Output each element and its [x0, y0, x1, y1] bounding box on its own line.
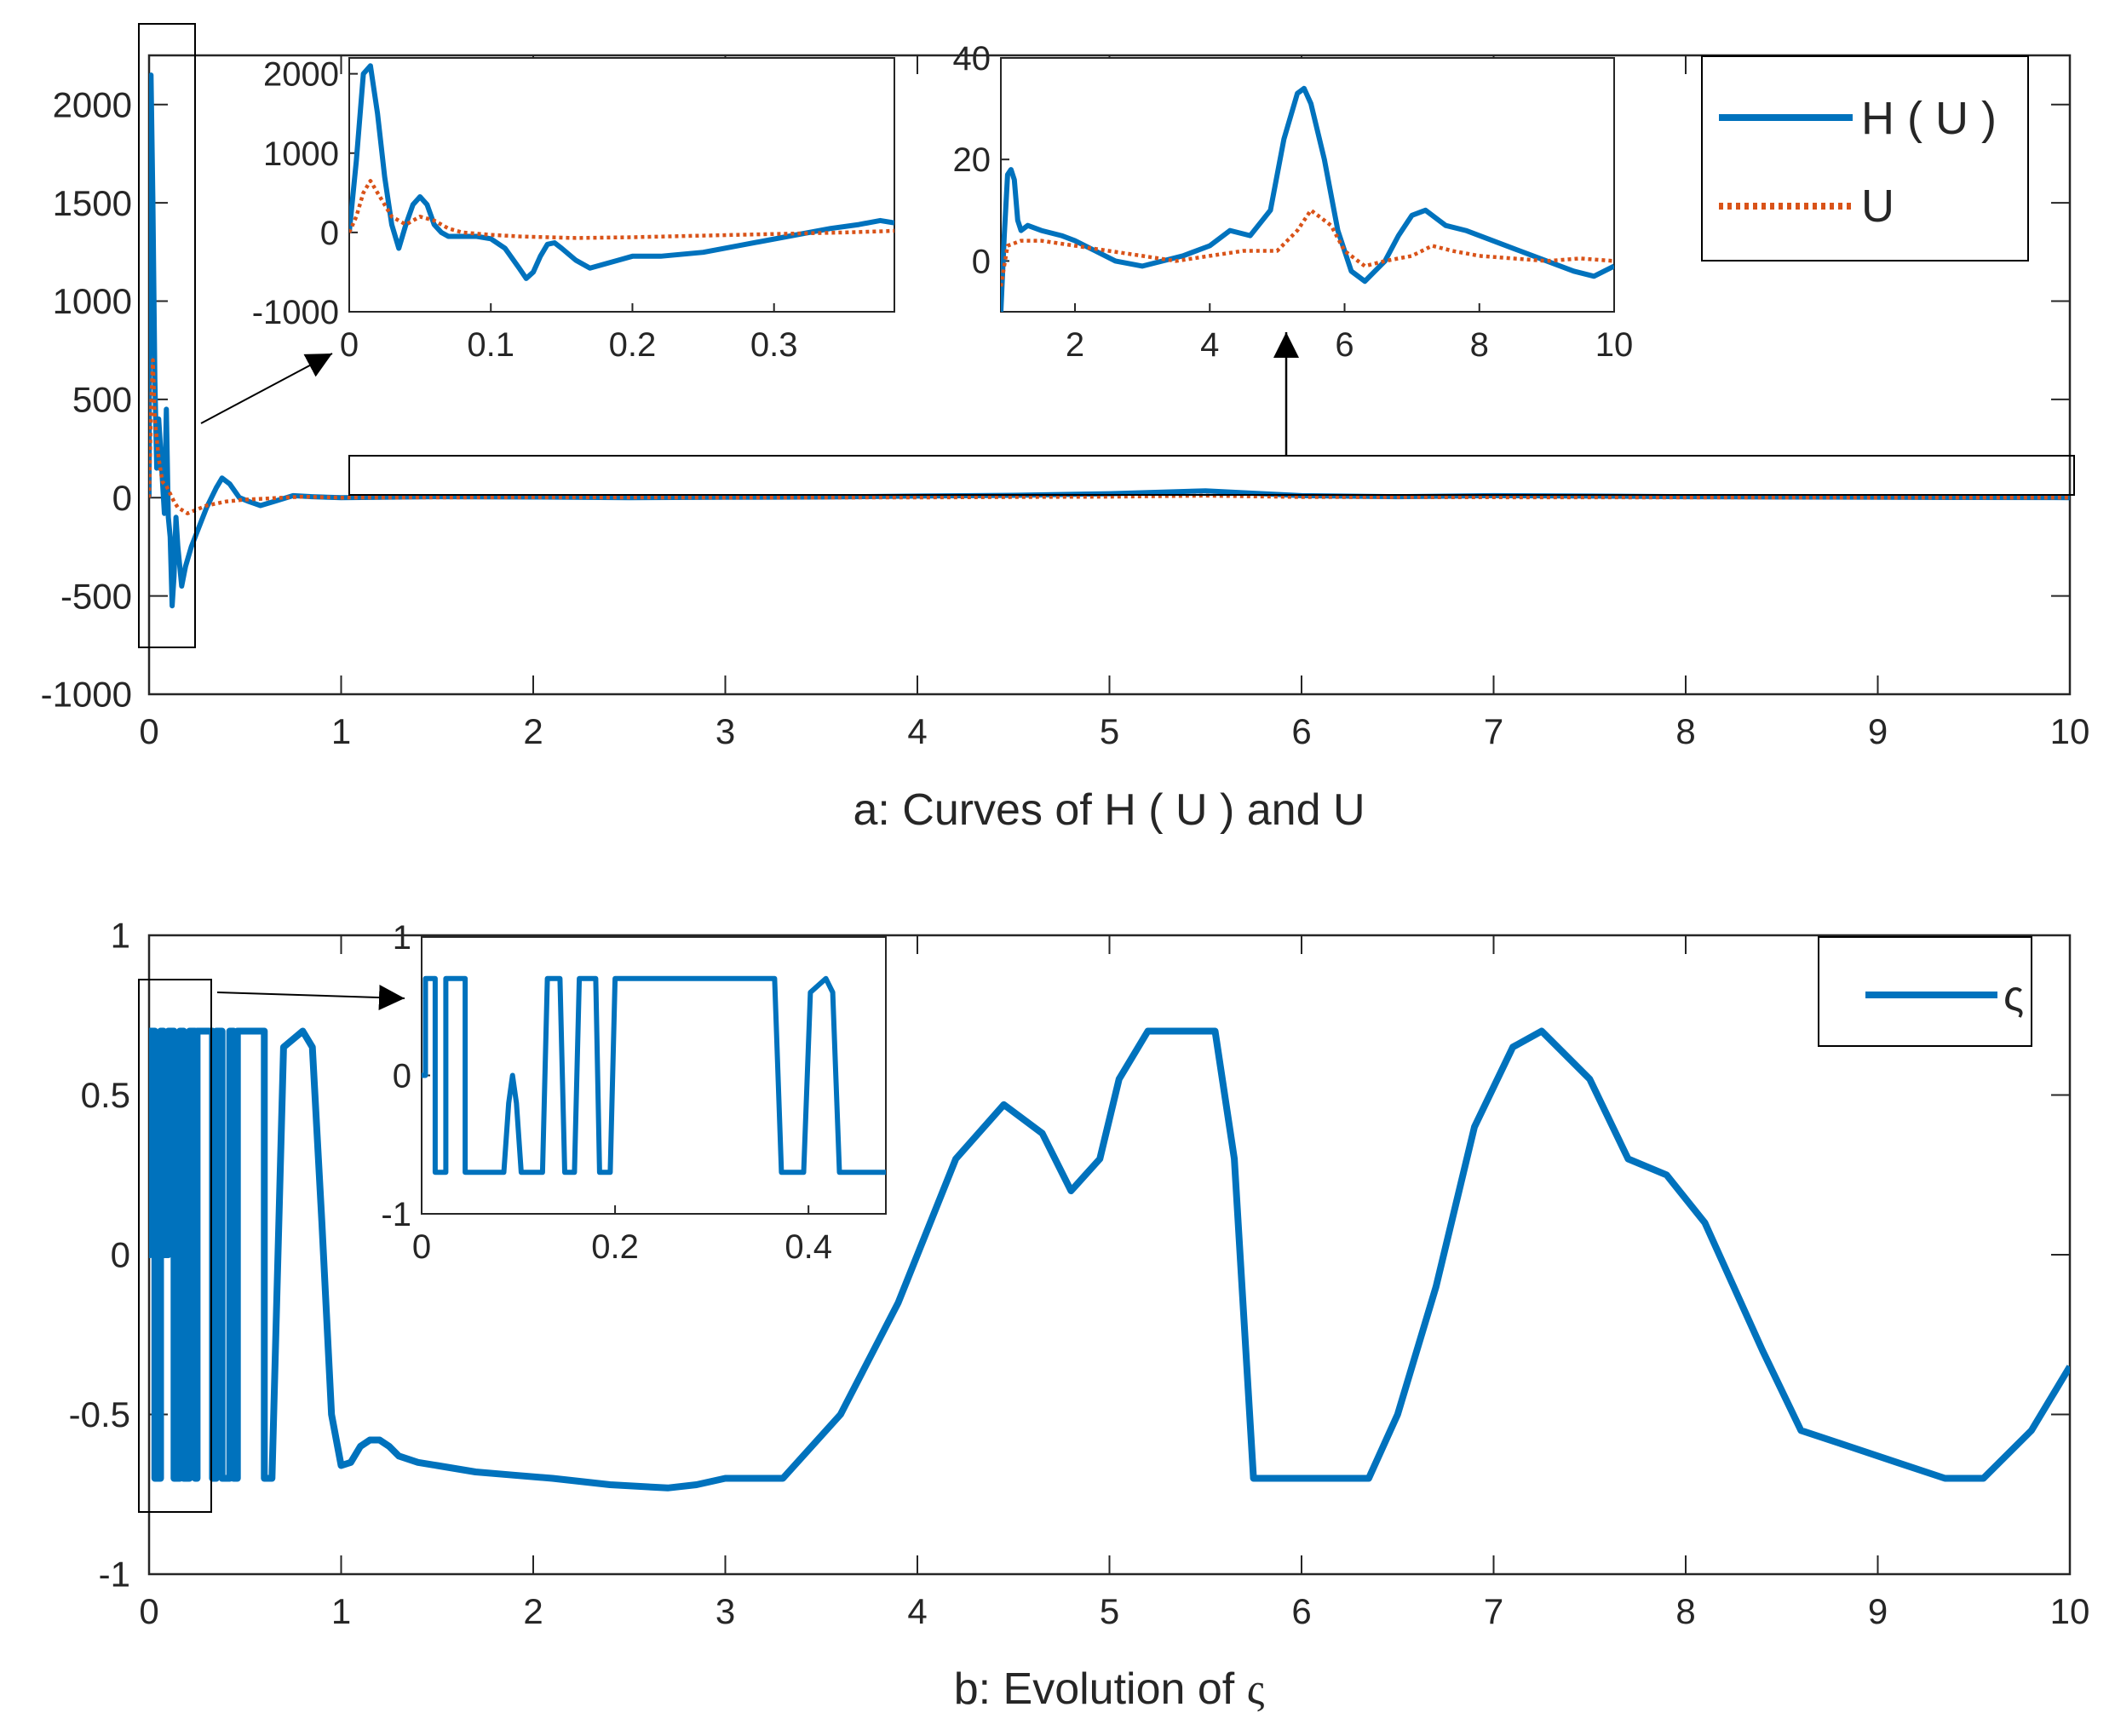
- chart-b-x-tick-label: 4: [907, 1591, 927, 1631]
- chart-a-inset-1-x-tick-label: 0.3: [750, 326, 798, 364]
- chart-b-inset-1-y-tick-label: -1: [381, 1196, 411, 1233]
- chart-a-x-tick-label: 1: [331, 711, 351, 751]
- chart-a-x-tick-label: 8: [1675, 711, 1695, 751]
- chart-a-x-ticks: 0 1 2 3 4 5 6 7 8 9 10: [139, 55, 2089, 751]
- chart-b-caption: b: Evolution of ς: [954, 1664, 1265, 1714]
- chart-b-x-tick-label: 3: [716, 1591, 735, 1631]
- chart-a-inset-1-x-tick-label: 0: [340, 326, 359, 364]
- chart-a-inset-2-x-tick-label: 10: [1595, 326, 1634, 364]
- chart-a-inset-1-y-tick-label: 2000: [263, 56, 339, 94]
- chart-a-inset-2-x-ticks: 2 4 6 8 10: [1066, 303, 1633, 364]
- chart-b-legend: ς: [1818, 936, 2032, 1047]
- chart-a-zoom-box-late: [348, 455, 2075, 496]
- chart-b-inset-1-x-ticks: 0 0.2 0.4: [412, 1205, 832, 1266]
- chart-b-y-ticks: -1 -0.5 0 0.5 1: [69, 916, 2070, 1595]
- chart-b-y-tick-label: 0: [111, 1235, 130, 1275]
- chart-a-inset-2-series-main-line: [1001, 85, 1614, 312]
- chart-a-inset-2-y-tick-label: 40: [953, 40, 991, 78]
- chart-b-inset-1-y-tick-label: 0: [393, 1058, 411, 1095]
- chart-b-series-main-line: [149, 1027, 2070, 1492]
- chart-a-y-tick-label: -1000: [41, 675, 132, 715]
- chart-b-inset-1-y-tick-label: 1: [393, 919, 411, 957]
- chart-a-inset-2-x-tick-label: 4: [1200, 326, 1219, 364]
- chart-b-y-tick-label: 1: [111, 916, 130, 956]
- chart-a-inset-1-y-tick-label: 1000: [263, 135, 339, 173]
- chart-b-legend-label: ς: [2003, 972, 2024, 1020]
- chart-b-y-tick-label: 0.5: [81, 1075, 130, 1115]
- chart-a-inset-2-series-layer: [1001, 85, 1614, 312]
- chart-a-x-tick-label: 5: [1100, 711, 1119, 751]
- chart-b-inset-1-series-layer: [422, 975, 886, 1176]
- chart-a-x-tick-label: 0: [139, 711, 158, 751]
- chart-b-caption-symbol: ς: [1247, 1665, 1265, 1714]
- chart-b-x-tick-label: 7: [1484, 1591, 1503, 1631]
- chart-a-inset-2-y-ticks: 0 20 40: [953, 40, 1009, 280]
- chart-a-series-u-line: [149, 358, 2070, 515]
- chart-a-legend: H ( U ) U: [1701, 55, 2029, 262]
- chart-a-x-tick-label: 7: [1484, 711, 1503, 751]
- chart-a-y-tick-label: 1000: [53, 281, 132, 321]
- chart-b-inset-1-x-tick-label: 0.2: [591, 1228, 639, 1266]
- chart-b-inset-1-x-tick-label: 0: [412, 1228, 431, 1266]
- chart-a-inset-2-x-tick-label: 8: [1470, 326, 1489, 364]
- chart-a-inset-1-series-u-line: [349, 179, 894, 240]
- chart-b-x-tick-label: 9: [1868, 1591, 1888, 1631]
- chart-b-x-tick-label: 6: [1291, 1591, 1311, 1631]
- chart-b-inset-1-series-main-line: [422, 975, 886, 1176]
- chart-b-caption-prefix: b: Evolution of: [954, 1664, 1247, 1714]
- chart-a-inset-1-x-ticks: 0 0.1 0.2 0.3: [340, 303, 798, 364]
- chart-a-inset-1-y-ticks: -1000 0 1000 2000: [252, 56, 358, 331]
- chart-b-inset-1-x-tick-label: 0.4: [785, 1228, 832, 1266]
- chart-a-inset-2-x-tick-label: 6: [1335, 326, 1353, 364]
- chart-b-inset-1-y-ticks: -1 0 1: [381, 919, 430, 1233]
- chart-b-series-layer: [149, 1027, 2070, 1492]
- chart-a-y-tick-label: 0: [112, 478, 132, 518]
- chart-a-inset-1-y-tick-label: 0: [320, 215, 339, 252]
- chart-b-x-tick-label: 10: [2050, 1591, 2090, 1631]
- chart-a-legend-label-u: U: [1861, 181, 1894, 232]
- chart-a-inset-1-background: [348, 57, 895, 313]
- chart-a-y-tick-label: -500: [60, 576, 132, 616]
- chart-b-y-tick-label: -0.5: [69, 1394, 130, 1434]
- chart-a-legend-label-hu: H ( U ): [1861, 93, 1997, 144]
- chart-b-y-tick-label: -1: [99, 1555, 130, 1595]
- chart-a-zoom-arrow-1: [200, 353, 333, 424]
- chart-a-x-tick-label: 10: [2050, 711, 2090, 751]
- chart-a-x-tick-label: 6: [1291, 711, 1311, 751]
- chart-a-inset-1-series-layer: [349, 63, 894, 281]
- chart-a-inset-1-series-main-line: [349, 63, 894, 281]
- chart-a-legend-box: [1701, 55, 2029, 262]
- chart-a-caption: a: Curves of H ( U ) and U: [853, 785, 1365, 835]
- chart-a-y-tick-label: 500: [72, 380, 132, 420]
- chart-a-zoom-box-early: [138, 23, 196, 648]
- chart-b-inset-1: 0 0.2 0.4 -101: [381, 919, 887, 1266]
- chart-a-inset-2-y-tick-label: 0: [972, 243, 991, 280]
- chart-b-x-tick-label: 0: [139, 1591, 158, 1631]
- chart-a-inset-2-series-u-line: [1001, 208, 1614, 287]
- chart-b-x-tick-label: 5: [1100, 1591, 1119, 1631]
- chart-a-inset-1-x-tick-label: 0.1: [467, 326, 514, 364]
- chart-a-x-tick-label: 3: [716, 711, 735, 751]
- chart-a-inset-1-x-tick-label: 0.2: [609, 326, 657, 364]
- chart-b-x-tick-label: 2: [523, 1591, 543, 1631]
- chart-b: 0 1 2 3 4 5 6 7 8 9 10 -1-0.500.51 0 0.2 0.4 -101 ς …: [69, 916, 2090, 1714]
- chart-a-inset-2-x-tick-label: 2: [1066, 326, 1084, 364]
- chart-b-zoom-arrow: [216, 985, 405, 1011]
- chart-a-y-tick-label: 2000: [53, 84, 132, 124]
- chart-b-x-tick-label: 1: [331, 1591, 351, 1631]
- chart-a-x-tick-label: 2: [523, 711, 543, 751]
- chart-a-x-tick-label: 9: [1868, 711, 1888, 751]
- chart-a-inset-2-y-tick-label: 20: [953, 141, 991, 179]
- chart-b-zoom-box: [138, 979, 212, 1513]
- chart-a-y-tick-label: 1500: [53, 183, 132, 223]
- chart-a-x-tick-label: 4: [907, 711, 927, 751]
- chart-b-x-tick-label: 8: [1675, 1591, 1695, 1631]
- chart-a-inset-1-y-tick-label: -1000: [252, 294, 339, 331]
- chart-a-inset-2: 2 4 6 8 10 0 20 40: [953, 40, 1634, 364]
